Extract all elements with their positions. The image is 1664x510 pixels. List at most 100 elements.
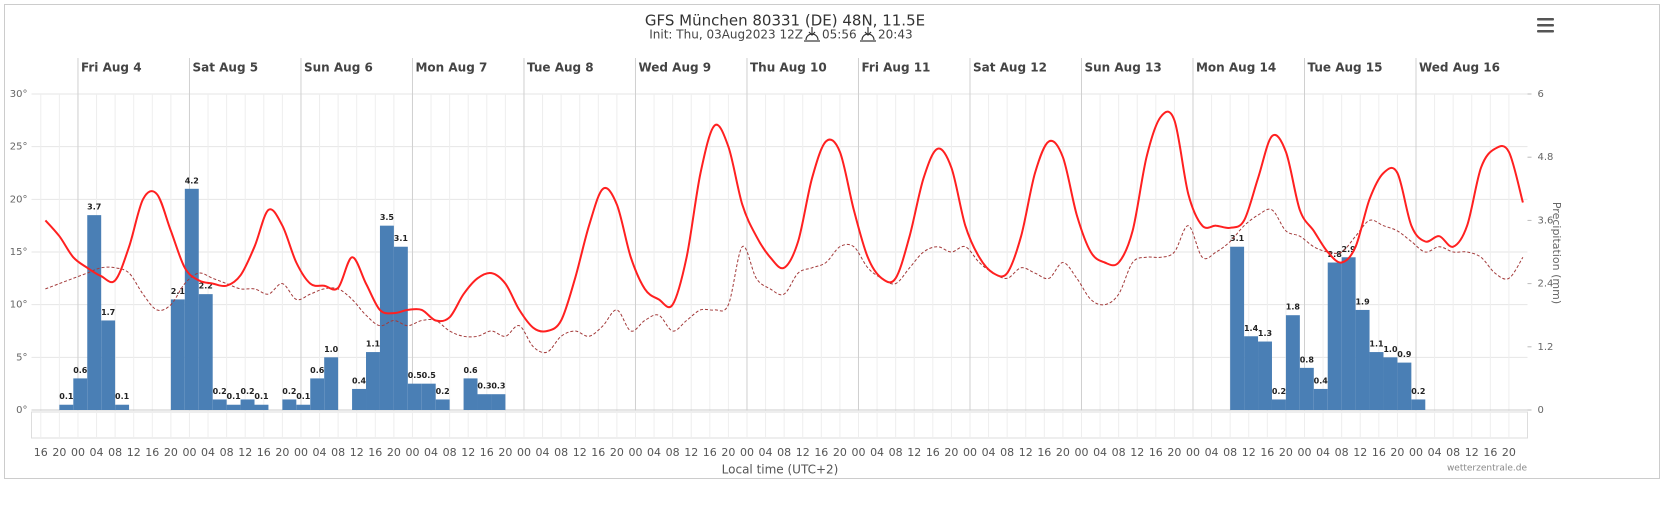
bar-value-label: 0.2 <box>240 387 254 396</box>
x-tick-label: 12 <box>907 446 921 459</box>
precip-bar <box>1411 399 1426 410</box>
bar-value-label: 1.0 <box>324 345 339 354</box>
x-tick-label: 04 <box>1428 446 1442 459</box>
bar-value-label: 1.4 <box>1244 324 1259 333</box>
bar-value-label: 2.8 <box>1328 250 1343 259</box>
day-label: Thu Aug 10 <box>750 61 827 75</box>
precip-bar <box>491 394 506 410</box>
x-tick-label: 04 <box>313 446 327 459</box>
x-tick-label: 08 <box>777 446 791 459</box>
x-tick-label: 12 <box>573 446 587 459</box>
day-label: Fri Aug 11 <box>861 61 930 75</box>
menu-button[interactable] <box>1537 18 1554 33</box>
precip-bar <box>296 404 311 410</box>
chart-subtitle: Init: Thu, 03Aug2023 12Z <box>649 28 803 42</box>
sunset-time: 20:43 <box>878 28 913 42</box>
x-tick-label: 12 <box>1130 446 1144 459</box>
bar-value-label: 0.1 <box>254 392 269 401</box>
x-tick-label: 12 <box>127 446 141 459</box>
bar-value-label: 0.1 <box>115 392 130 401</box>
x-tick-label: 12 <box>350 446 364 459</box>
bar-value-label: 0.2 <box>436 387 450 396</box>
bar-value-label: 0.6 <box>463 366 478 375</box>
x-tick-label: 00 <box>1297 446 1311 459</box>
chart-title: GFS München 80331 (DE) 48N, 11.5E <box>645 12 925 30</box>
precip-bar <box>421 383 436 410</box>
precip-bar <box>463 378 478 410</box>
x-tick-label: 16 <box>34 446 48 459</box>
bar-value-label: 0.5 <box>408 371 423 380</box>
x-tick-label: 08 <box>666 446 680 459</box>
x-tick-label: 16 <box>480 446 494 459</box>
x-tick-label: 00 <box>628 446 642 459</box>
x-tick-label: 20 <box>944 446 958 459</box>
precip-bar <box>1397 362 1412 410</box>
precip-bar <box>1244 336 1259 410</box>
x-tick-label: 12 <box>238 446 252 459</box>
precip-bar <box>170 299 185 410</box>
x-tick-label: 20 <box>52 446 66 459</box>
x-tick-label: 20 <box>1056 446 1070 459</box>
x-tick-label: 04 <box>424 446 438 459</box>
precip-bar <box>1313 388 1328 410</box>
x-tick-label: 16 <box>1037 446 1051 459</box>
bar-value-label: 0.6 <box>73 366 88 375</box>
y2-tick-label: 1.2 <box>1538 342 1554 353</box>
x-axis-label: Local time (UTC+2) <box>722 463 839 477</box>
temperature-line <box>44 110 1524 333</box>
x-tick-label: 08 <box>889 446 903 459</box>
bar-value-label: 1.7 <box>101 308 115 317</box>
day-label: Wed Aug 16 <box>1419 61 1500 75</box>
x-tick-label: 04 <box>870 446 884 459</box>
y-tick-label: 10° <box>10 300 28 311</box>
precip-bar <box>379 225 394 410</box>
x-tick-label: 16 <box>926 446 940 459</box>
x-tick-label: 08 <box>1446 446 1460 459</box>
x-tick-label: 16 <box>257 446 271 459</box>
bar-value-label: 0.2 <box>213 387 227 396</box>
y2-tick-label: 6 <box>1538 89 1544 100</box>
x-tick-label: 12 <box>1242 446 1256 459</box>
x-tick-label: 20 <box>1502 446 1516 459</box>
x-tick-label: 00 <box>851 446 865 459</box>
y-tick-label: 20° <box>10 194 28 205</box>
x-tick-label: 20 <box>387 446 401 459</box>
x-tick-label: 00 <box>963 446 977 459</box>
bar-value-label: 0.4 <box>352 376 367 385</box>
x-tick-label: 08 <box>220 446 234 459</box>
x-tick-label: 08 <box>108 446 122 459</box>
bar-value-label: 1.9 <box>1355 297 1370 306</box>
day-label: Sun Aug 13 <box>1084 61 1161 75</box>
sunset-icon <box>860 27 876 42</box>
bar-value-label: 3.1 <box>394 234 409 243</box>
precip-bar <box>212 399 227 410</box>
y-tick-label: 30° <box>10 89 28 100</box>
x-tick-label: 20 <box>721 446 735 459</box>
y2-tick-label: 3.6 <box>1538 215 1554 226</box>
bar-value-label: 0.1 <box>296 392 311 401</box>
precip-bar <box>352 388 367 410</box>
x-tick-label: 12 <box>461 446 475 459</box>
x-tick-label: 08 <box>1000 446 1014 459</box>
x-tick-label: 16 <box>1372 446 1386 459</box>
x-tick-label: 20 <box>498 446 512 459</box>
precip-bar <box>115 404 130 410</box>
x-tick-label: 08 <box>1223 446 1237 459</box>
bar-value-label: 0.8 <box>1300 355 1315 364</box>
bar-value-label: 0.3 <box>491 382 505 391</box>
y2-tick-label: 4.8 <box>1538 152 1554 163</box>
bar-value-label: 0.3 <box>477 382 491 391</box>
precip-bar <box>407 383 422 410</box>
x-tick-label: 00 <box>71 446 85 459</box>
precip-bar <box>366 352 380 410</box>
day-label: Sat Aug 12 <box>973 61 1047 75</box>
precip-bar <box>101 320 116 410</box>
x-tick-label: 00 <box>182 446 196 459</box>
bar-value-label: 3.1 <box>1230 234 1245 243</box>
precip-bar <box>1341 257 1356 410</box>
y2-tick-label: 2.4 <box>1538 279 1554 290</box>
sunrise-icon <box>804 27 820 42</box>
bar-value-label: 0.1 <box>59 392 74 401</box>
